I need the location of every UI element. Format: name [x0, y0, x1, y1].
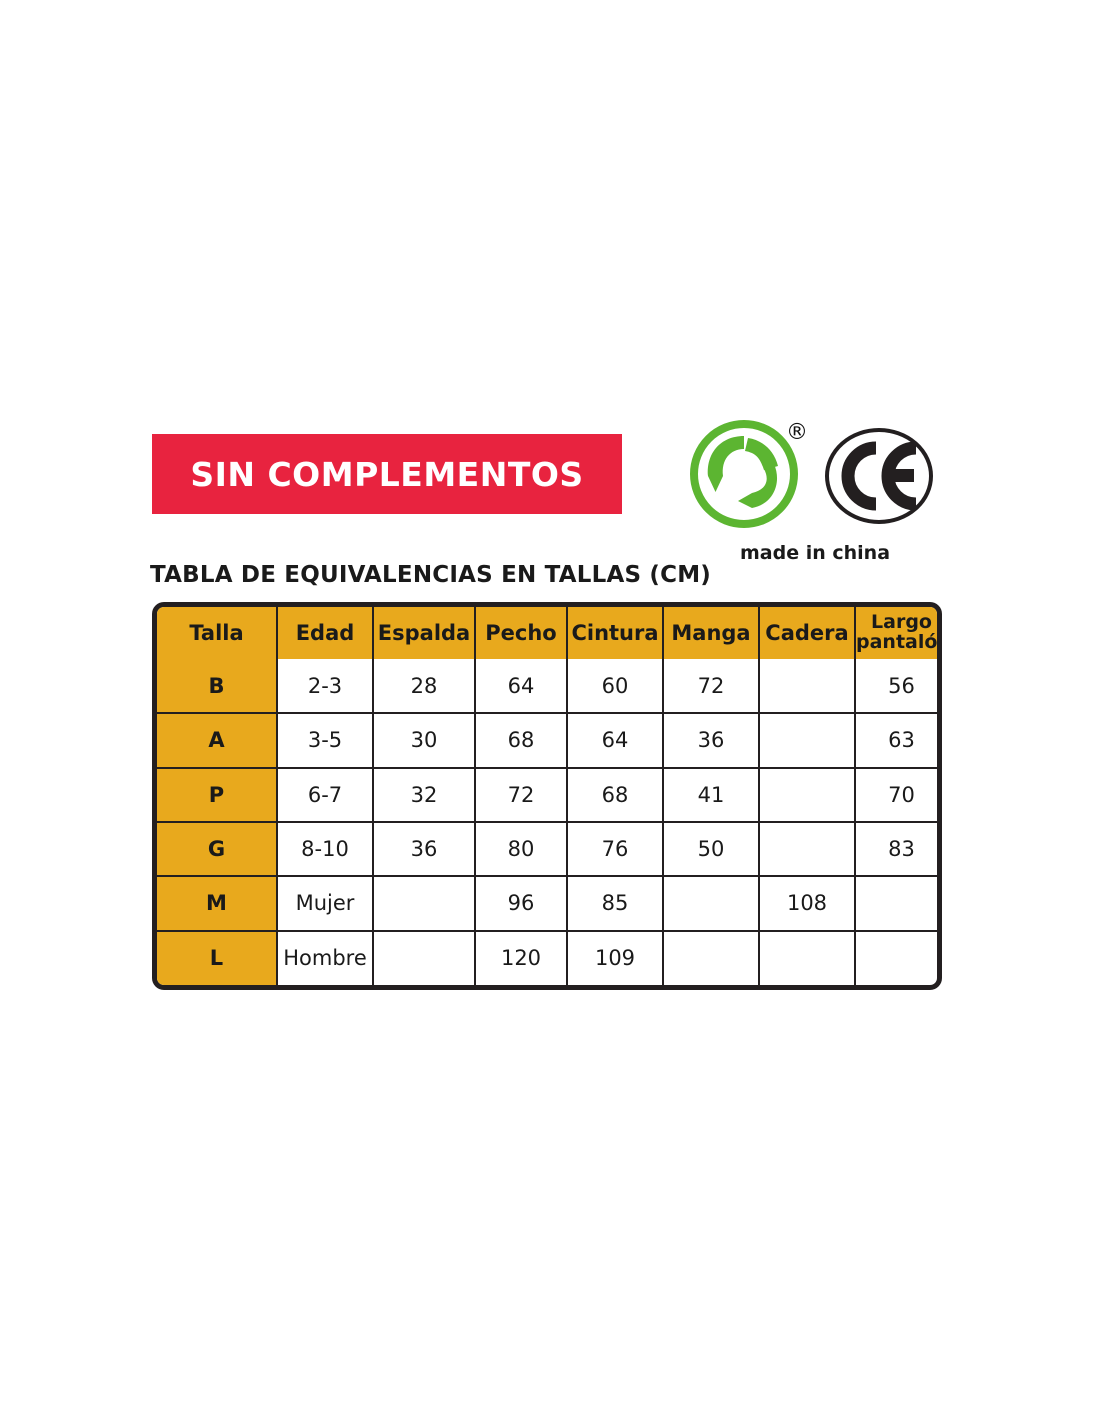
cell-largo — [854, 875, 937, 932]
cell-espalda: 32 — [372, 766, 476, 823]
cell-largo: 83 — [854, 820, 937, 878]
ce-mark-icon — [824, 426, 934, 526]
column-header-espalda: Espalda — [372, 607, 476, 659]
cell-cadera — [758, 820, 856, 878]
recycle-arrows-icon — [690, 420, 798, 528]
table-row: G 8-10 36 80 76 50 83 — [157, 820, 937, 878]
cell-edad: Mujer — [276, 875, 374, 932]
cell-cintura: 64 — [566, 712, 664, 769]
cell-manga: 72 — [662, 659, 760, 715]
column-header-cadera: Cadera — [758, 607, 856, 659]
cell-edad: 6-7 — [276, 766, 374, 823]
certification-logos: ® made in china — [690, 420, 950, 570]
cell-talla: M — [157, 875, 278, 932]
table-row: B 2-3 28 64 60 72 56 — [157, 659, 937, 715]
made-in-label: made in china — [740, 542, 891, 564]
cell-cadera — [758, 766, 856, 823]
cell-talla: B — [157, 659, 278, 715]
cell-pecho: 64 — [474, 659, 568, 715]
banner-label: SIN COMPLEMENTOS — [190, 454, 584, 494]
cell-cintura: 68 — [566, 766, 664, 823]
cell-talla: P — [157, 766, 278, 823]
cell-manga: 50 — [662, 820, 760, 878]
cell-largo — [854, 929, 937, 985]
table-row: A 3-5 30 68 64 36 63 — [157, 712, 937, 769]
cell-manga — [662, 929, 760, 985]
column-header-largo-line2: pantalón — [856, 631, 942, 653]
size-equivalence-table: Talla Edad Espalda Pecho Cintura Manga C… — [152, 602, 942, 990]
cell-manga: 41 — [662, 766, 760, 823]
column-header-manga: Manga — [662, 607, 760, 659]
table-header-row: Talla Edad Espalda Pecho Cintura Manga C… — [157, 607, 942, 659]
cell-pecho: 96 — [474, 875, 568, 932]
cell-edad: Hombre — [276, 929, 374, 985]
cell-pecho: 72 — [474, 766, 568, 823]
cell-cintura: 85 — [566, 875, 664, 932]
cell-cadera: 108 — [758, 875, 856, 932]
cell-pecho: 120 — [474, 929, 568, 985]
cell-edad: 3-5 — [276, 712, 374, 769]
cell-largo: 63 — [854, 712, 937, 769]
table-title: TABLA DE EQUIVALENCIAS EN TALLAS (CM) — [150, 562, 712, 588]
cell-edad: 2-3 — [276, 659, 374, 715]
column-header-talla: Talla — [157, 607, 278, 659]
column-header-largo-line1: Largo — [871, 611, 932, 634]
cell-espalda — [372, 875, 476, 932]
column-header-pecho: Pecho — [474, 607, 568, 659]
column-header-edad: Edad — [276, 607, 374, 659]
column-header-cintura: Cintura — [566, 607, 664, 659]
cell-talla: A — [157, 712, 278, 769]
table-row: P 6-7 32 72 68 41 70 — [157, 766, 937, 823]
cell-talla: G — [157, 820, 278, 878]
table-row: L Hombre 120 109 — [157, 929, 937, 985]
cell-cintura: 76 — [566, 820, 664, 878]
cell-manga: 36 — [662, 712, 760, 769]
cell-espalda — [372, 929, 476, 985]
column-header-largo-pantalon: Largo pantalón — [854, 607, 942, 659]
cell-espalda: 28 — [372, 659, 476, 715]
cell-cadera — [758, 712, 856, 769]
cell-cadera — [758, 929, 856, 985]
cell-cintura: 60 — [566, 659, 664, 715]
registered-trademark-icon: ® — [786, 420, 808, 445]
table-row: M Mujer 96 85 108 — [157, 875, 937, 932]
cell-manga — [662, 875, 760, 932]
cell-edad: 8-10 — [276, 820, 374, 878]
cell-pecho: 80 — [474, 820, 568, 878]
sin-complementos-banner: SIN COMPLEMENTOS — [152, 434, 622, 514]
cell-largo: 56 — [854, 659, 937, 715]
cell-largo: 70 — [854, 766, 937, 823]
cell-cintura: 109 — [566, 929, 664, 985]
cell-pecho: 68 — [474, 712, 568, 769]
cell-cadera — [758, 659, 856, 715]
cell-espalda: 36 — [372, 820, 476, 878]
cell-espalda: 30 — [372, 712, 476, 769]
cell-talla: L — [157, 929, 278, 985]
